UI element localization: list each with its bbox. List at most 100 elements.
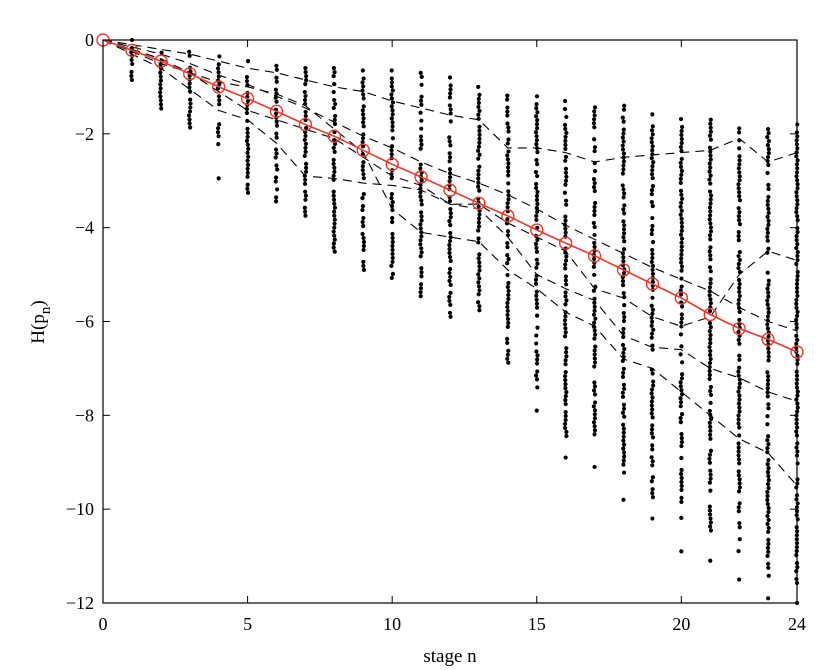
scatter-point [361,92,366,97]
scatter-point [766,194,771,200]
scatter-point [620,183,625,188]
y-axis-title-main: H(p [28,314,49,344]
scatter-point [794,341,799,346]
scatter-point [506,173,511,178]
scatter-point [679,236,685,241]
scatter-point [361,223,366,229]
scatter-point [766,549,771,554]
scatter-point [216,142,221,147]
scatter-point [360,112,366,117]
scatter-point [303,193,309,198]
scatter-point [476,236,481,241]
scatter-point [737,170,742,175]
scatter-point [765,513,770,519]
scatter-point [563,322,568,327]
scatter-point [419,74,424,79]
scatter-point [794,154,799,159]
scatter-point [766,458,771,463]
scatter-point [765,170,770,176]
scatter-point [563,330,568,335]
scatter-point [505,272,510,278]
scatter-point [477,288,482,293]
scatter-point [708,165,713,170]
scatter-point [794,305,799,310]
scatter-point [795,182,800,187]
scatter-point [505,312,510,318]
scatter-point [707,249,712,254]
scatter-point [361,76,366,81]
scatter-point [795,405,800,410]
scatter-point [765,230,770,235]
scatter-point [476,148,481,153]
scatter-point [794,281,800,287]
scatter-point [679,260,684,265]
scatter-point [361,172,366,177]
scatter-point [707,508,713,513]
scatter-point [679,208,684,213]
scatter-point [708,225,714,230]
dashed-sample-paths [102,39,798,487]
scatter-point [534,126,540,131]
scatter-point [535,150,540,155]
scatter-point [563,378,568,383]
scatter-point [621,438,626,443]
scatter-point [304,74,309,79]
scatter-point [736,441,741,446]
scatter-point [795,198,800,203]
scatter-point [332,237,337,242]
scatter-point [737,377,742,382]
scatter-point [389,96,394,101]
scatter-point [389,84,394,89]
scatter-point [707,376,712,382]
scatter-point [332,217,337,222]
scatter-point [129,73,134,78]
scatter-point [593,316,598,321]
scatter-point [707,452,713,457]
scatter-point [707,408,712,413]
scatter-point [765,446,770,451]
scatter-point [708,153,713,158]
scatter-point [448,258,453,264]
scatter-point [650,184,656,189]
scatter-point [158,74,163,79]
scatter-point [303,113,308,119]
scatter-point [332,201,337,206]
mean-marker [558,236,573,250]
scatter-point [476,300,481,305]
scatter-point [419,202,424,207]
scatter-point [737,174,742,179]
scatter-point [245,162,251,167]
scatter-point [765,394,770,399]
scatter-point [418,110,423,115]
scatter-point [765,470,771,475]
scatter-point [766,505,771,511]
scatter-point [447,159,452,164]
scatter-point [678,204,683,209]
scatter-point [593,332,598,337]
scatter-point [737,501,742,506]
scatter-point [737,194,742,199]
scatter-point [679,412,685,417]
scatter-point [563,122,568,128]
scatter-point [765,390,770,395]
scatter-point [129,37,135,43]
scatter-point [795,293,800,299]
scatter-point [447,310,453,315]
scatter-point [766,537,771,542]
scatter-point [331,89,336,95]
scatter-point [679,316,684,321]
scatter-point [534,217,539,223]
scatter-point [389,148,394,153]
scatter-point [621,191,627,196]
scatter-point [564,298,569,303]
scatter-point [563,170,569,175]
scatter-point [794,237,799,243]
scatter-point [418,294,423,299]
scatter-point [621,442,627,447]
scatter-point [794,285,800,291]
scatter-point [563,154,569,159]
scatter-point [533,373,539,378]
scatter-point [244,74,250,80]
scatter-point [476,168,481,173]
scatter-point [447,139,452,144]
